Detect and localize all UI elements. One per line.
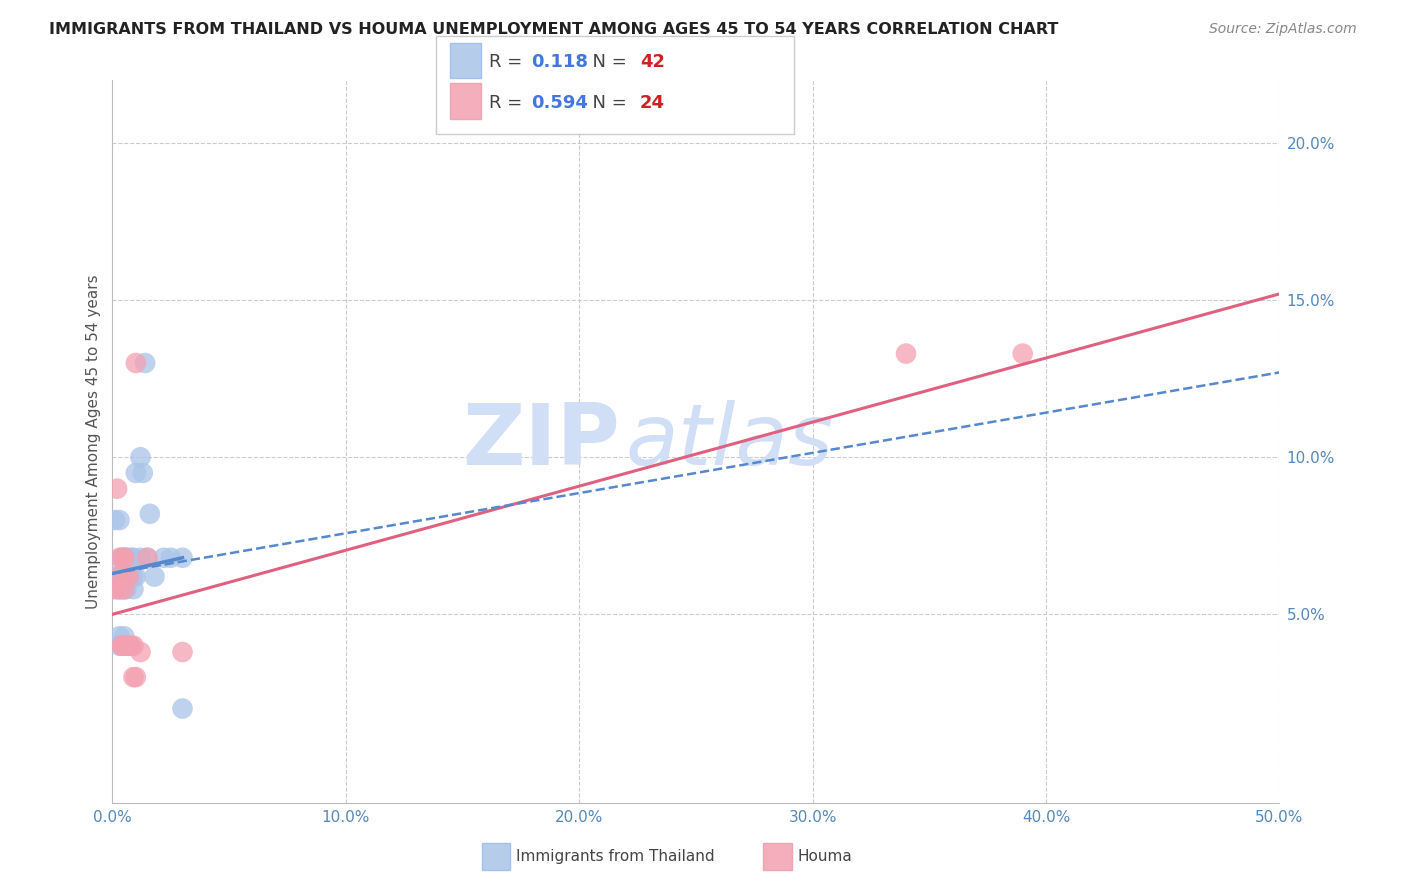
Point bbox=[118, 639, 141, 653]
Point bbox=[112, 550, 135, 565]
Point bbox=[112, 550, 135, 565]
Point bbox=[115, 550, 138, 565]
Point bbox=[125, 569, 148, 583]
Point bbox=[112, 639, 135, 653]
Y-axis label: Unemployment Among Ages 45 to 54 years: Unemployment Among Ages 45 to 54 years bbox=[86, 274, 101, 609]
Text: R =: R = bbox=[489, 54, 529, 71]
Point bbox=[122, 639, 145, 653]
Point bbox=[108, 639, 131, 653]
Point bbox=[111, 550, 134, 565]
Point bbox=[172, 701, 194, 715]
Point bbox=[108, 550, 131, 565]
Point bbox=[118, 639, 141, 653]
Point bbox=[112, 582, 135, 597]
Point bbox=[120, 639, 142, 653]
Text: N =: N = bbox=[581, 94, 633, 112]
Point bbox=[105, 582, 128, 597]
Point bbox=[129, 550, 152, 565]
Point bbox=[111, 639, 134, 653]
Point bbox=[122, 582, 145, 597]
Text: Houma: Houma bbox=[797, 849, 852, 863]
Point bbox=[108, 629, 131, 643]
Text: 42: 42 bbox=[640, 54, 665, 71]
Point bbox=[118, 569, 141, 583]
Point bbox=[118, 569, 141, 583]
Point bbox=[112, 639, 135, 653]
Point bbox=[115, 639, 138, 653]
Point bbox=[122, 550, 145, 565]
Text: N =: N = bbox=[581, 54, 633, 71]
Point bbox=[111, 639, 134, 653]
Point bbox=[139, 507, 162, 521]
Point bbox=[120, 569, 142, 583]
Point bbox=[112, 582, 135, 597]
Point bbox=[122, 569, 145, 583]
Point bbox=[125, 466, 148, 480]
Point bbox=[105, 569, 128, 583]
Point bbox=[111, 550, 134, 565]
Text: Immigrants from Thailand: Immigrants from Thailand bbox=[516, 849, 714, 863]
Point bbox=[125, 356, 148, 370]
Text: 0.594: 0.594 bbox=[531, 94, 588, 112]
Text: R =: R = bbox=[489, 94, 529, 112]
Point bbox=[108, 582, 131, 597]
Text: 0.118: 0.118 bbox=[531, 54, 589, 71]
Point bbox=[108, 569, 131, 583]
Text: Source: ZipAtlas.com: Source: ZipAtlas.com bbox=[1209, 22, 1357, 37]
Point bbox=[115, 569, 138, 583]
Point bbox=[120, 550, 142, 565]
Point bbox=[172, 645, 194, 659]
Point bbox=[104, 513, 127, 527]
Point bbox=[108, 513, 131, 527]
Point bbox=[115, 550, 138, 565]
Point bbox=[105, 482, 128, 496]
Point bbox=[104, 582, 127, 597]
Text: IMMIGRANTS FROM THAILAND VS HOUMA UNEMPLOYMENT AMONG AGES 45 TO 54 YEARS CORRELA: IMMIGRANTS FROM THAILAND VS HOUMA UNEMPL… bbox=[49, 22, 1059, 37]
Point bbox=[894, 346, 917, 360]
Text: 24: 24 bbox=[640, 94, 665, 112]
Point bbox=[136, 550, 159, 565]
Point bbox=[172, 550, 194, 565]
Point bbox=[115, 639, 138, 653]
Point bbox=[1011, 346, 1033, 360]
Point bbox=[108, 569, 131, 583]
Point bbox=[136, 550, 159, 565]
Text: ZIP: ZIP bbox=[463, 400, 620, 483]
Point bbox=[160, 550, 183, 565]
Point bbox=[132, 466, 155, 480]
Point bbox=[134, 356, 156, 370]
Point bbox=[129, 450, 152, 465]
Point bbox=[111, 569, 134, 583]
Point bbox=[125, 670, 148, 684]
Point bbox=[143, 569, 166, 583]
Point bbox=[111, 582, 134, 597]
Point bbox=[104, 569, 127, 583]
Point bbox=[122, 670, 145, 684]
Point bbox=[115, 582, 138, 597]
Point bbox=[153, 550, 176, 565]
Point bbox=[112, 629, 135, 643]
Point bbox=[108, 582, 131, 597]
Point bbox=[129, 645, 152, 659]
Point bbox=[105, 569, 128, 583]
Text: atlas: atlas bbox=[626, 400, 834, 483]
